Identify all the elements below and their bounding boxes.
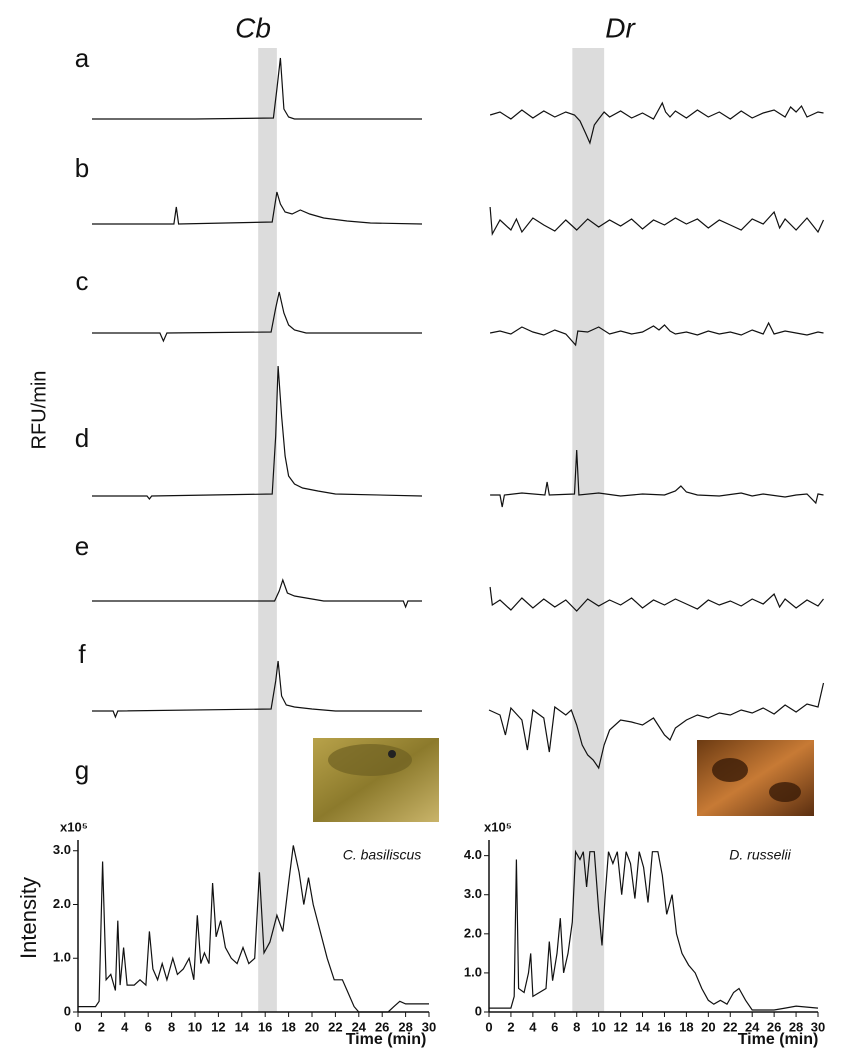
x-tick-label: 30	[422, 1019, 436, 1034]
y-tick-label: 0	[64, 1003, 71, 1018]
x-tick-label: 10	[591, 1019, 605, 1034]
y-tick-label: 1.0	[464, 964, 482, 979]
trace	[488, 682, 825, 770]
x-tick-label: 30	[811, 1019, 825, 1034]
x-tick-label: 20	[701, 1019, 715, 1034]
highlight-band	[572, 48, 605, 1012]
x-tick-label: 12	[211, 1019, 225, 1034]
trace	[92, 57, 422, 120]
y-tick-label: 2.0	[53, 896, 71, 911]
x-tick-label: 8	[168, 1019, 175, 1034]
x-tick-label: 0	[74, 1019, 81, 1034]
highlight-band	[258, 48, 277, 1012]
x-axis-label: Time (min)	[346, 1031, 427, 1048]
trace	[92, 291, 422, 343]
chromatogram-line	[489, 849, 819, 1011]
row-label: b	[75, 153, 89, 183]
trace	[489, 586, 824, 612]
y-multiplier: x10⁵	[60, 819, 88, 834]
x-tick-label: 24	[745, 1019, 760, 1034]
x-tick-label: 10	[188, 1019, 202, 1034]
x-tick-label: 18	[281, 1019, 295, 1034]
row-label: e	[75, 531, 89, 561]
x-tick-label: 18	[679, 1019, 693, 1034]
x-tick-label: 28	[398, 1019, 412, 1034]
x-tick-label: 28	[789, 1019, 803, 1034]
x-tick-label: 26	[767, 1019, 781, 1034]
x-tick-label: 22	[723, 1019, 737, 1034]
intensity-label: Intensity	[16, 877, 41, 959]
y-multiplier: x10⁵	[484, 819, 512, 834]
y-tick-label: 3.0	[464, 886, 482, 901]
trace	[490, 449, 824, 508]
y-tick-label: 3.0	[53, 842, 71, 857]
x-tick-label: 12	[613, 1019, 627, 1034]
photo-d-russelii	[697, 740, 814, 816]
y-tick-label: 4.0	[464, 847, 482, 862]
y-tick-label: 1.0	[53, 950, 71, 965]
x-tick-label: 14	[635, 1019, 650, 1034]
chromatogram-line	[78, 845, 429, 1013]
trace	[92, 365, 423, 500]
row-label: g	[75, 755, 89, 785]
x-tick-label: 16	[258, 1019, 272, 1034]
trace	[489, 321, 824, 347]
x-tick-label: 22	[328, 1019, 342, 1034]
trace	[489, 101, 824, 145]
species-label: C. basiliscus	[343, 847, 422, 863]
x-tick-label: 0	[485, 1019, 492, 1034]
row-label: a	[75, 43, 90, 73]
row-label: d	[75, 423, 89, 453]
trace	[92, 191, 423, 225]
x-tick-label: 2	[507, 1019, 514, 1034]
x-tick-label: 26	[375, 1019, 389, 1034]
x-tick-label: 4	[529, 1019, 537, 1034]
y-tick-label: 2.0	[464, 925, 482, 940]
x-tick-label: 16	[657, 1019, 671, 1034]
column-title: Cb	[235, 12, 271, 43]
trace	[92, 578, 422, 609]
x-tick-label: 14	[235, 1019, 250, 1034]
x-tick-label: 4	[121, 1019, 129, 1034]
species-label: D. russelii	[729, 847, 791, 863]
column-title: Dr	[605, 12, 636, 43]
trace	[489, 206, 825, 237]
trace-axis-label: RFU/min	[28, 371, 50, 450]
trace	[92, 660, 422, 719]
x-tick-label: 24	[352, 1019, 367, 1034]
row-label: c	[76, 266, 89, 296]
x-tick-label: 6	[551, 1019, 558, 1034]
photo-c-basiliscus	[313, 738, 439, 822]
x-tick-label: 2	[98, 1019, 105, 1034]
x-tick-label: 6	[145, 1019, 152, 1034]
row-label: f	[78, 639, 86, 669]
x-tick-label: 8	[573, 1019, 580, 1034]
x-axis-label: Time (min)	[738, 1031, 819, 1048]
x-tick-label: 20	[305, 1019, 319, 1034]
y-tick-label: 0	[475, 1003, 482, 1018]
